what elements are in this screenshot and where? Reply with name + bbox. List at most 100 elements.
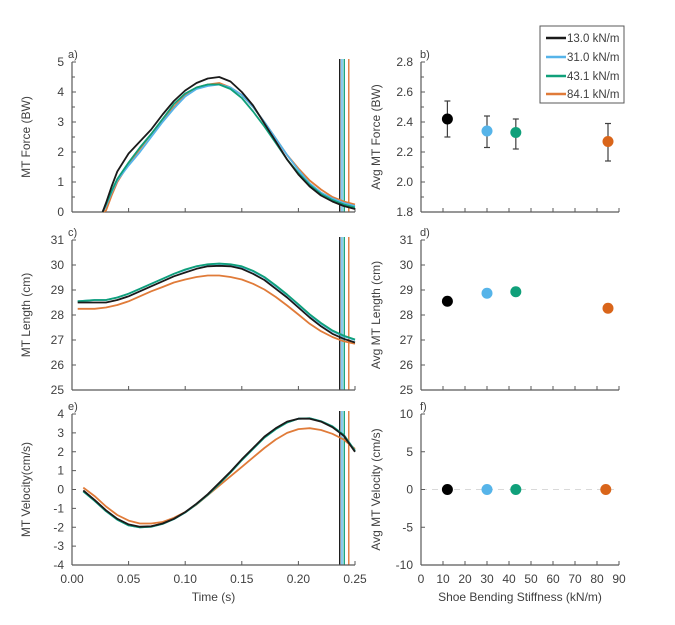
x-tick-label: 70	[568, 572, 582, 586]
y-tick-label: 25	[400, 383, 414, 397]
y-tick-label: 1.8	[396, 205, 413, 219]
data-point-84-1-kN-m	[600, 484, 612, 495]
y-tick-label: 4	[57, 407, 64, 421]
y-axis-title: MT Force (BW)	[19, 96, 33, 178]
x-tick-label: 60	[546, 572, 560, 586]
x-tick-label: 50	[524, 572, 538, 586]
data-point-31-0-kN-m	[481, 484, 493, 495]
data-point-13-0-kN-m	[441, 295, 453, 307]
y-tick-label: 2.4	[396, 115, 413, 129]
data-point-31-0-kN-m	[481, 287, 493, 299]
y-tick-label: 27	[400, 333, 414, 347]
y-tick-label: -5	[402, 520, 413, 534]
data-point-43-1-kN-m	[510, 127, 522, 138]
series-line-43-1-kN-m	[82, 417, 356, 529]
series-line-84-1-kN-m	[77, 274, 356, 345]
panel-label-f: f)	[420, 401, 427, 413]
y-tick-label: -2	[53, 520, 64, 534]
legend-label-0: 13.0 kN/m	[567, 33, 619, 45]
y-tick-label: 2	[57, 445, 64, 459]
y-tick-label: 5	[57, 55, 64, 69]
series-line-84-1-kN-m	[82, 427, 356, 525]
series-line-43-1-kN-m	[101, 83, 356, 213]
y-axis-title: MT Velocity(cm/s)	[19, 442, 33, 537]
y-tick-label: -10	[396, 558, 414, 572]
y-tick-label: 28	[400, 308, 414, 322]
series-line-13-0-kN-m	[82, 417, 356, 528]
panel-e: e) -4 -3 -2 -1 0 1 2 3 4 0.00 0.05 0.10 0.15 0.20 0.25 M…	[19, 401, 367, 604]
series-line-31-0-kN-m	[82, 417, 356, 529]
y-tick-label: 27	[51, 333, 65, 347]
y-tick-label: 26	[400, 358, 414, 372]
panel-label-a: a)	[68, 49, 78, 61]
legend-label-1: 31.0 kN/m	[567, 52, 619, 64]
y-tick-label: 3	[57, 115, 64, 129]
x-axis-title: Time (s)	[192, 590, 236, 604]
y-tick-label: -1	[53, 501, 64, 515]
panel-label-e: e)	[68, 401, 78, 413]
legend: 13.0 kN/m 31.0 kN/m 43.1 kN/m 84.1 kN/m	[539, 25, 625, 104]
x-tick-label: 0	[418, 572, 425, 586]
y-tick-label: 2	[57, 145, 64, 159]
data-point-84-1-kN-m	[602, 302, 614, 314]
x-tick-label: 20	[458, 572, 472, 586]
y-tick-label: 0	[57, 205, 64, 219]
x-tick-label: 40	[502, 572, 516, 586]
y-tick-label: 30	[51, 258, 65, 272]
panel-f: f) -10 -5 0 5 10 0 10 20 30 40 50 60 70 80 90 Avg MT Vel…	[369, 401, 626, 604]
y-tick-label: 29	[51, 283, 65, 297]
series-line-43-1-kN-m	[77, 262, 356, 341]
y-tick-label: 2.2	[396, 145, 413, 159]
panel-label-c: c)	[68, 227, 77, 239]
y-tick-label: 2.8	[396, 55, 413, 69]
y-tick-label: 2.6	[396, 85, 413, 99]
legend-label-2: 43.1 kN/m	[567, 71, 619, 83]
y-tick-label: 10	[400, 407, 414, 421]
panel-b: b) 1.8 2.0 2.2 2.4 2.6 2.8 Avg MT Force (BW)	[369, 49, 620, 219]
x-tick-label: 90	[612, 572, 626, 586]
x-tick-label: 0.20	[287, 572, 311, 586]
x-tick-label: 0.10	[174, 572, 198, 586]
panel-c: c) 25 26 27 28 29 30 31 MT Length (cm)	[19, 227, 356, 397]
data-point-43-1-kN-m	[510, 286, 522, 298]
y-axis-title: MT Length (cm)	[19, 273, 33, 357]
panel-a: a) 0 1 2 3 4 5 MT Force (BW)	[19, 49, 356, 219]
y-tick-label: 28	[51, 308, 65, 322]
y-tick-label: 5	[406, 445, 413, 459]
y-tick-label: 2.0	[396, 175, 413, 189]
y-tick-label: 25	[51, 383, 65, 397]
x-tick-label: 0.15	[230, 572, 254, 586]
y-tick-label: 30	[400, 258, 414, 272]
x-tick-label: 10	[436, 572, 450, 586]
series-line-13-0-kN-m	[101, 76, 356, 213]
y-tick-label: 1	[57, 175, 64, 189]
data-point-31-0-kN-m	[481, 125, 493, 137]
x-tick-label: 0.00	[60, 572, 84, 586]
x-axis-title: Shoe Bending Stiffness (kN/m)	[438, 590, 602, 604]
y-axis-title: Avg MT Force (BW)	[369, 84, 383, 190]
data-point-84-1-kN-m	[602, 136, 614, 147]
y-tick-label: 26	[51, 358, 65, 372]
y-tick-label: -3	[53, 539, 64, 553]
legend-label-3: 84.1 kN/m	[567, 89, 619, 101]
y-tick-label: 1	[57, 464, 64, 478]
y-axis-title: Avg MT Velocity (cm/s)	[369, 428, 383, 550]
x-tick-label: 0.25	[343, 572, 367, 586]
panel-label-b: b)	[420, 49, 430, 61]
y-tick-label: 31	[51, 233, 65, 247]
y-tick-label: 0	[406, 483, 413, 497]
y-tick-label: -4	[53, 558, 64, 572]
data-point-43-1-kN-m	[510, 484, 522, 495]
y-tick-label: 4	[57, 85, 64, 99]
x-tick-label: 0.05	[117, 572, 141, 586]
x-tick-label: 80	[590, 572, 604, 586]
data-point-13-0-kN-m	[441, 113, 453, 125]
y-tick-label: 0	[57, 483, 64, 497]
y-tick-label: 29	[400, 283, 414, 297]
panel-label-d: d)	[420, 227, 430, 239]
series-line-13-0-kN-m	[77, 264, 356, 344]
y-tick-label: 31	[400, 233, 414, 247]
panel-d: d) 25 26 27 28 29 30 31 Avg MT Length (cm)	[369, 227, 620, 397]
data-point-13-0-kN-m	[441, 484, 453, 495]
